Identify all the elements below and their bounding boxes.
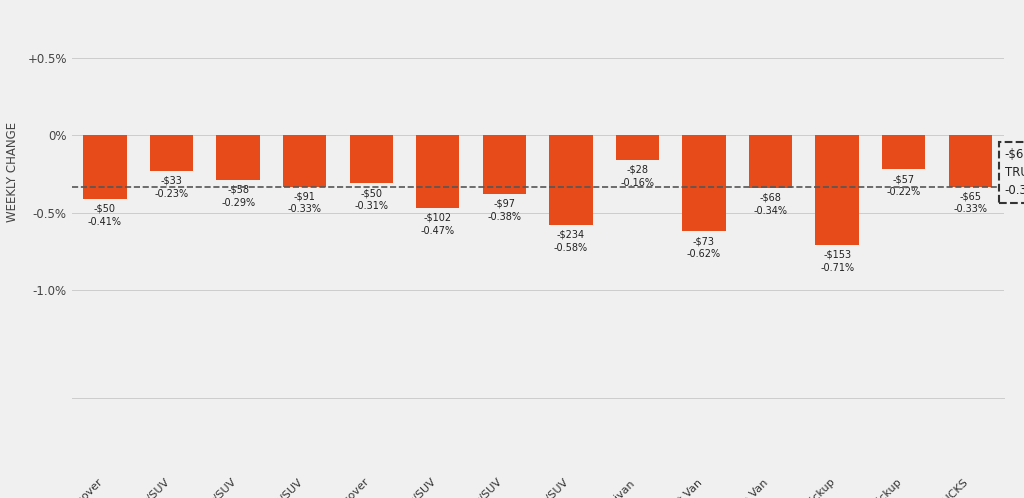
Text: -$68: -$68: [760, 193, 781, 203]
Bar: [682, 135, 726, 232]
Text: -0.23%: -0.23%: [155, 189, 188, 199]
Text: -0.22%: -0.22%: [887, 187, 921, 197]
Text: -$65
TRUCKS
-0.33%: -$65 TRUCKS -0.33%: [1005, 148, 1024, 197]
Text: -$50: -$50: [94, 204, 116, 214]
Text: -0.71%: -0.71%: [820, 263, 854, 273]
Bar: [882, 135, 926, 169]
Text: -$102: -$102: [424, 213, 452, 223]
Bar: [549, 135, 593, 225]
Text: -$65: -$65: [959, 191, 981, 201]
Text: -$28: -$28: [627, 165, 648, 175]
Bar: [283, 135, 327, 187]
Text: -0.29%: -0.29%: [221, 198, 255, 208]
Bar: [150, 135, 194, 171]
Bar: [349, 135, 393, 183]
Bar: [83, 135, 127, 199]
Text: -$50: -$50: [360, 188, 382, 198]
Bar: [482, 135, 526, 194]
Text: -$58: -$58: [227, 185, 249, 195]
Text: -0.33%: -0.33%: [288, 204, 322, 214]
Text: -0.16%: -0.16%: [621, 178, 654, 188]
Bar: [948, 135, 992, 187]
Text: -$234: -$234: [557, 230, 585, 240]
Text: -0.62%: -0.62%: [687, 249, 721, 259]
Text: -0.38%: -0.38%: [487, 212, 521, 222]
Text: -0.47%: -0.47%: [421, 226, 455, 236]
Text: -0.31%: -0.31%: [354, 201, 388, 211]
Text: -$73: -$73: [693, 236, 715, 246]
Text: -0.34%: -0.34%: [754, 206, 787, 216]
Y-axis label: WEEKLY CHANGE: WEEKLY CHANGE: [6, 122, 19, 222]
Text: -$91: -$91: [294, 191, 315, 201]
Text: -$97: -$97: [494, 199, 515, 209]
Bar: [815, 135, 859, 246]
Text: -$153: -$153: [823, 250, 851, 260]
Text: -0.33%: -0.33%: [953, 204, 987, 214]
Text: -0.58%: -0.58%: [554, 243, 588, 253]
Text: -$33: -$33: [161, 176, 182, 186]
Bar: [216, 135, 260, 180]
Bar: [615, 135, 659, 160]
Text: -0.41%: -0.41%: [88, 217, 122, 227]
Bar: [749, 135, 793, 188]
Text: -$57: -$57: [893, 174, 914, 184]
Bar: [416, 135, 460, 208]
